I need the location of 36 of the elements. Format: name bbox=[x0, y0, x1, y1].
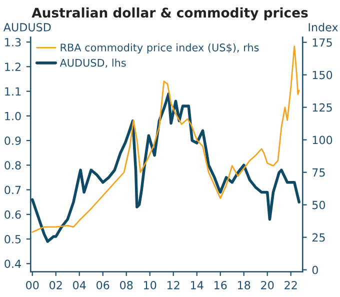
y2-tick-label: 125 bbox=[312, 103, 332, 112]
x-tick-label: 02 bbox=[50, 280, 62, 290]
y2-tick-label: 100 bbox=[312, 136, 332, 144]
y2-tick-label: 175 bbox=[312, 38, 332, 47]
y-tick-label: 1.2 bbox=[5, 62, 20, 71]
x-tick-label: 14 bbox=[191, 281, 204, 290]
y2-tick-label: 75 bbox=[312, 168, 325, 177]
legend-label: RBA commodity price index (US$), rhs bbox=[60, 43, 259, 54]
y2-tick-label: 50 bbox=[312, 200, 326, 210]
y2-tick-label: 150 bbox=[312, 70, 332, 80]
x-tick-label: 12 bbox=[168, 280, 180, 290]
x-tick-label: 20 bbox=[261, 280, 274, 290]
x-tick-label: 04 bbox=[73, 280, 86, 290]
y-tick-label: 1.1 bbox=[5, 87, 21, 96]
line-series bbox=[30, 92, 300, 243]
x-tick-label: 16 bbox=[214, 280, 227, 290]
y-tick-label: 0.9 bbox=[4, 136, 21, 145]
y-axis-title: AUDUSD bbox=[3, 23, 51, 32]
y-tick-label: 0.8 bbox=[4, 161, 21, 170]
x-tick-label: 06 bbox=[96, 280, 110, 290]
x-tick-label: 18 bbox=[238, 280, 250, 290]
y-tick-label: 1.3 bbox=[5, 38, 21, 46]
y-tick-label: 0.6 bbox=[4, 210, 21, 219]
y-tick-label: 0.7 bbox=[4, 186, 21, 194]
y2-tick-label: 25 bbox=[312, 233, 325, 242]
x-tick-label: 22 bbox=[284, 280, 297, 290]
y2-tick-label: 0 bbox=[312, 266, 318, 274]
y-tick-label: 1.0 bbox=[5, 112, 21, 120]
legend-label: AUDUSD, lhs bbox=[60, 58, 126, 68]
y-tick-label: 0.5 bbox=[4, 234, 21, 244]
x-tick-label: 08 bbox=[120, 280, 133, 290]
y-tick-label: 0.4 bbox=[4, 260, 21, 268]
x-tick-label: 00 bbox=[26, 280, 39, 290]
y2-axis-title: Index bbox=[308, 22, 338, 32]
x-tick-label: 10 bbox=[144, 280, 156, 290]
chart-title: Australian dollar & commodity prices bbox=[32, 7, 308, 20]
